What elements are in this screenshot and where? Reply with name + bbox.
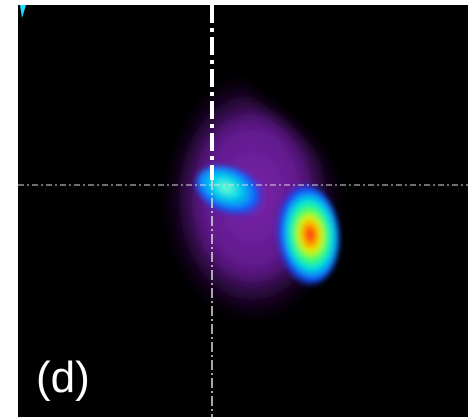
left-blob — [196, 165, 268, 221]
right-blob — [274, 185, 340, 285]
corner-artifact — [20, 5, 26, 18]
panel-label: (d) — [36, 353, 90, 402]
